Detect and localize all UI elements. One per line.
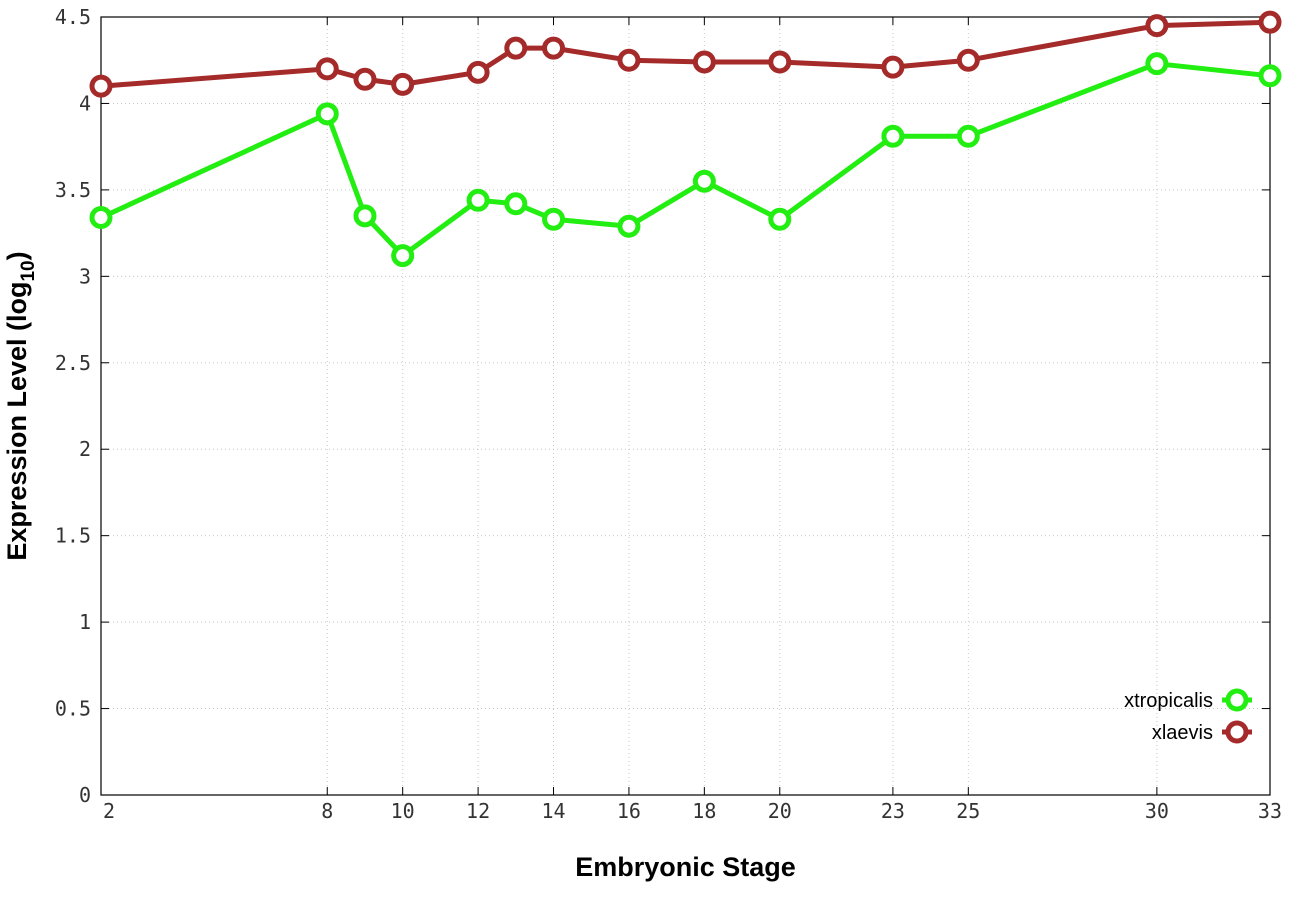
y-axis-title-subscript: 10	[18, 260, 39, 281]
legend-label: xlaevis	[1152, 722, 1213, 744]
x-tick-label: 30	[1145, 799, 1169, 823]
data-point	[1258, 10, 1282, 34]
x-tick-label: 2	[103, 799, 115, 823]
data-point	[617, 214, 641, 238]
data-point	[89, 74, 113, 98]
axis-ticks: 0 0.5 1 1.5 2 2.5 3 3.5 4 4.5 2 8 10 12 14 16 18 20 23 25 30…	[55, 5, 1282, 823]
x-tick-label: 23	[881, 799, 905, 823]
legend-swatch-marker	[1225, 688, 1249, 712]
legend-swatch-marker	[1225, 720, 1249, 744]
data-point	[353, 67, 377, 91]
y-tick-label: 2.5	[55, 351, 91, 375]
y-tick-label: 0	[79, 783, 91, 807]
x-tick-label: 14	[541, 799, 565, 823]
y-tick-label: 1.5	[55, 524, 91, 548]
series-xlaevis	[89, 10, 1282, 98]
legend-label: xtropicalis	[1124, 690, 1213, 712]
data-point	[504, 192, 528, 216]
data-point	[391, 244, 415, 268]
data-point	[353, 204, 377, 228]
x-tick-label: 10	[391, 799, 415, 823]
y-tick-label: 3.5	[55, 178, 91, 202]
x-tick-label: 20	[768, 799, 792, 823]
data-point	[542, 207, 566, 231]
y-tick-label: 2	[79, 437, 91, 461]
data-point	[768, 50, 792, 74]
data-point	[956, 124, 980, 148]
data-point	[542, 36, 566, 60]
x-tick-label: 25	[956, 799, 980, 823]
data-point	[1258, 64, 1282, 88]
x-tick-label: 16	[617, 799, 641, 823]
series-layer	[89, 10, 1282, 268]
data-point	[692, 169, 716, 193]
y-tick-label: 3	[79, 264, 91, 288]
data-point	[768, 207, 792, 231]
x-tick-label: 12	[466, 799, 490, 823]
data-point	[315, 57, 339, 81]
x-tick-label: 8	[321, 799, 333, 823]
y-axis-title-main: Expression Level (log	[2, 282, 32, 561]
data-point	[617, 48, 641, 72]
data-point	[881, 55, 905, 79]
gridlines	[101, 17, 1270, 795]
data-point	[1145, 52, 1169, 76]
plot-frame	[100, 16, 1271, 796]
x-axis-title: Embryonic Stage	[575, 852, 796, 882]
data-point	[504, 36, 528, 60]
data-point	[466, 188, 490, 212]
y-tick-label: 1	[79, 610, 91, 634]
data-point	[89, 206, 113, 230]
series-line	[100, 19, 1271, 89]
y-tick-label: 0.5	[55, 697, 91, 721]
y-axis-title: Expression Level (log10)	[2, 251, 39, 560]
x-tick-label: 18	[692, 799, 716, 823]
data-point	[391, 72, 415, 96]
data-point	[466, 60, 490, 84]
series-xtropicalis	[89, 52, 1282, 268]
data-point	[956, 48, 980, 72]
legend: xtropicalis xlaevis	[1124, 688, 1252, 744]
data-point	[692, 50, 716, 74]
data-point	[315, 102, 339, 126]
y-axis-title-close: )	[2, 251, 32, 260]
y-tick-label: 4	[79, 91, 91, 115]
series-line	[99, 61, 1271, 259]
data-point	[881, 124, 905, 148]
data-point	[1145, 14, 1169, 38]
x-tick-label: 33	[1258, 799, 1282, 823]
y-tick-label: 4.5	[55, 5, 91, 29]
legend-item-xtropicalis: xtropicalis	[1124, 688, 1252, 712]
legend-item-xlaevis: xlaevis	[1152, 720, 1252, 744]
